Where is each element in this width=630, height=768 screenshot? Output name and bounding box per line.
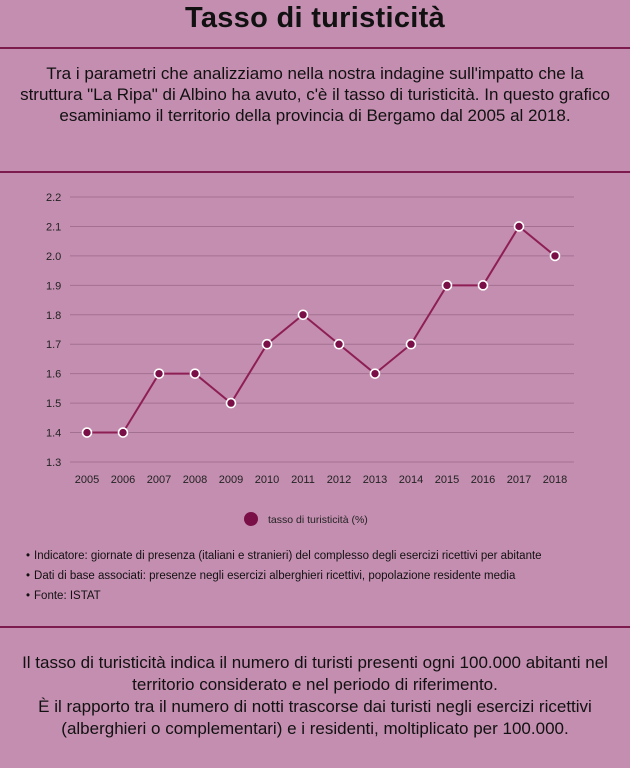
intro-paragraph: Tra i parametri che analizziamo nella no… [20,64,610,125]
data-point [117,427,129,438]
series-line-path [87,224,556,434]
x-tick-label: 2017 [507,474,531,486]
bottom-divider [0,626,630,628]
data-point [225,397,237,409]
data-point [189,368,201,379]
data-point [297,309,309,321]
y-tick-label: 2.2 [46,192,61,204]
legend: tasso di turisticità (%) [244,512,368,526]
legend-marker [244,512,258,526]
x-tick-label: 2010 [255,474,279,486]
x-tick-label: 2009 [219,474,243,486]
x-tick-label: 2016 [471,474,495,486]
page-title: Tasso di turisticità [184,2,446,34]
note-source: Fonte: ISTAT [26,586,626,606]
footer-text: Il tasso di turisticità indica il numero… [15,652,615,740]
data-point [477,280,489,291]
y-tick-labels: 1.3 1.4 1.5 1.6 1.7 1.8 1.9 2.0 2.1 2.2 [46,192,61,469]
data-point [513,221,525,232]
data-point [81,427,93,438]
x-tick-label: 2014 [399,474,423,486]
x-tick-label: 2006 [111,474,135,486]
y-tick-label: 1.4 [46,428,61,440]
data-point [369,368,381,379]
x-tick-labels: 2005 2006 2007 2008 2009 2010 2011 2012 2013 2014… [75,474,567,486]
x-tick-label: 2008 [183,474,207,486]
series-line [87,224,556,434]
line-chart: 1.31.41.51.61.71.81.92.02.12.2 2005 2006 2… [46,192,574,526]
notes-list: Indicatore: giornate di presenza (italia… [26,546,626,606]
middle-divider [0,171,630,173]
y-tick-label: 2.1 [46,221,61,233]
data-point [441,280,453,291]
x-tick-label: 2018 [543,474,567,486]
x-tick-label: 2015 [435,474,459,486]
data-point [153,368,165,379]
legend-label: tasso di turisticità (%) [268,514,368,526]
data-point [405,338,417,350]
y-tick-label: 1.7 [46,339,61,351]
x-tick-label: 2013 [363,474,387,486]
note-indicator: Indicatore: giornate di presenza (italia… [26,546,626,566]
data-point [333,338,345,350]
series-markers [81,221,561,438]
x-tick-label: 2007 [147,474,171,486]
y-tick-label: 1.6 [46,369,61,381]
note-base-data: Dati di base associati: presenze negli e… [26,566,626,586]
footer-definition: Il tasso di turisticità indica il numero… [22,653,608,694]
x-tick-label: 2011 [291,474,315,486]
x-tick-label: 2005 [75,474,99,486]
footer-formula: È il rapporto tra il numero di notti tra… [38,697,592,738]
data-point [261,338,273,350]
y-tick-label: 1.3 [46,457,61,469]
y-tick-label: 1.8 [46,310,61,322]
y-tick-label: 1.9 [46,280,61,292]
top-divider [0,47,630,49]
data-point [549,250,561,262]
y-tick-label: 2.0 [46,251,61,263]
y-tick-label: 1.5 [46,398,61,410]
x-tick-label: 2012 [327,474,351,486]
